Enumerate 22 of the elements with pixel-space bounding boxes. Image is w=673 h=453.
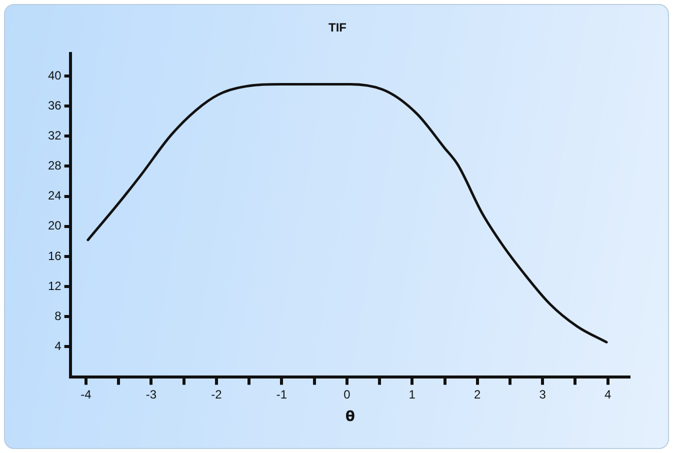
x-tick-label: 3 (539, 387, 546, 402)
y-tick-label: 4 (54, 339, 62, 354)
line-series (86, 82, 608, 344)
x-tick-label: -2 (211, 387, 222, 402)
y-tick-label: 28 (48, 158, 62, 173)
x-tick-label: -3 (146, 387, 157, 402)
y-tick-label: 40 (48, 68, 62, 82)
y-tick-label: 36 (48, 98, 62, 112)
y-tick-label: 12 (48, 278, 62, 293)
y-tick-label: 32 (48, 128, 62, 142)
x-tick-label: 1 (408, 387, 416, 402)
x-tick-label: 4 (604, 387, 612, 402)
chart-title: TIF (328, 20, 346, 35)
x-tick-label: -1 (276, 387, 288, 402)
x-tick-label: -4 (80, 387, 92, 402)
x-axis-title: θ (345, 409, 356, 426)
y-tick-label: 24 (48, 188, 62, 203)
x-tick-label: 0 (344, 387, 351, 402)
y-tick-label: 16 (48, 248, 62, 263)
y-tick-label: 8 (54, 308, 62, 323)
y-tick-label: 20 (48, 218, 62, 233)
x-tick-label: 2 (474, 387, 482, 402)
